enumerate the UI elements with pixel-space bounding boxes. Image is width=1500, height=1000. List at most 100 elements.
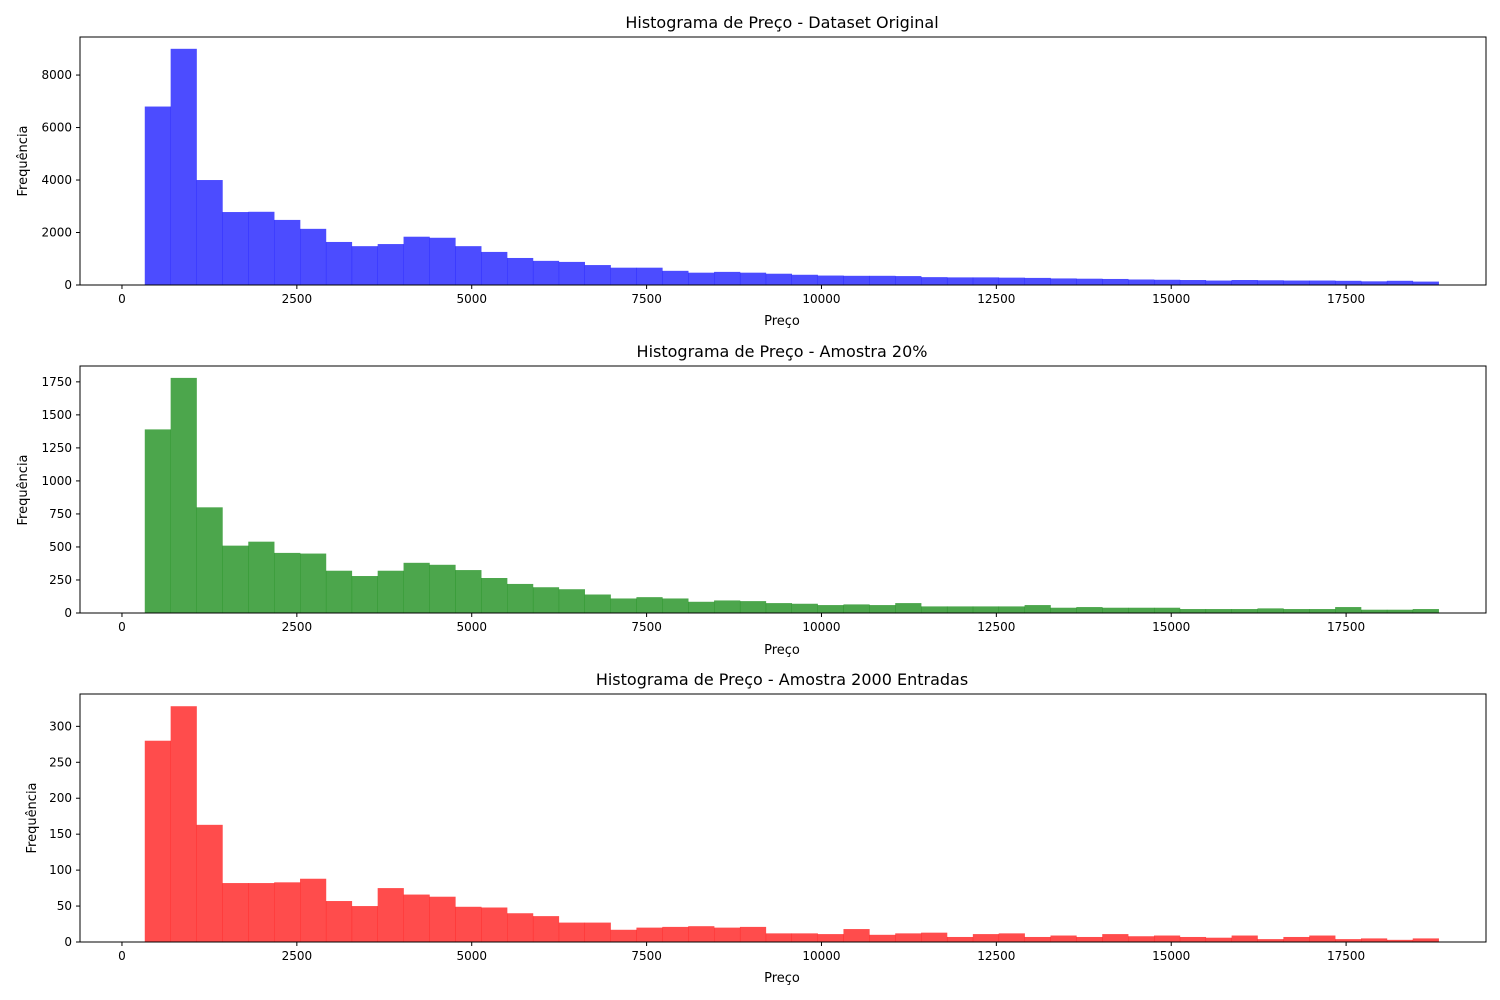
histogram-bar [636, 597, 663, 613]
x-tick-label: 5000 [456, 292, 487, 306]
histogram-bar [144, 429, 171, 613]
histogram-bar [1076, 607, 1103, 613]
histogram-bar [1076, 278, 1103, 285]
histogram-bar [1257, 608, 1284, 613]
histogram-bar [300, 553, 327, 613]
histogram-bar [429, 896, 456, 942]
histogram-bar [921, 277, 948, 285]
x-tick-label: 15000 [1152, 620, 1190, 634]
histogram-bar [1231, 609, 1258, 613]
histogram-bar [325, 241, 353, 285]
y-axis-label: Frequência [25, 782, 40, 853]
histogram-bar [1283, 609, 1310, 613]
x-tick-label: 10000 [802, 620, 840, 634]
histogram-bar [895, 933, 922, 942]
histogram-bar [403, 894, 430, 942]
y-tick-label: 150 [49, 827, 72, 841]
histogram-bar [1205, 609, 1232, 613]
histogram-bar [532, 916, 560, 942]
histogram-bar [1102, 607, 1129, 613]
histogram-bar [222, 883, 249, 942]
histogram-bar [455, 570, 482, 613]
histogram-bar [144, 106, 171, 285]
histogram-bar [532, 260, 560, 285]
x-ticks: 0 2500 5000 7500 10000 12500 15000 17500 [118, 285, 1365, 306]
histogram-bar [1024, 277, 1051, 285]
histogram-bar [274, 552, 301, 613]
histogram-bar [1361, 281, 1388, 285]
y-tick-label: 250 [49, 755, 72, 769]
chart-amostra-20: Histograma de Preço - Amostra 20% Frequê… [16, 342, 1487, 658]
histogram-bar [1335, 939, 1362, 942]
histogram-bar [972, 606, 1000, 613]
histogram-bar [1231, 935, 1258, 942]
histogram-bar [1050, 278, 1077, 285]
y-tick-label: 0 [64, 278, 72, 292]
histogram-bar [1153, 607, 1181, 613]
x-tick-label: 12500 [977, 620, 1015, 634]
x-tick-label: 15000 [1152, 949, 1190, 963]
histogram-bar [1335, 280, 1362, 285]
y-tick-label: 0 [64, 606, 72, 620]
histogram-bar [1386, 939, 1414, 942]
x-tick-label: 2500 [282, 949, 313, 963]
histogram-bar [481, 251, 508, 285]
histogram-bar [869, 934, 896, 942]
histogram-bar [1128, 936, 1155, 942]
histogram-bar [1386, 280, 1414, 285]
histogram-bar [791, 603, 818, 613]
x-axis-label: Preço [764, 314, 800, 329]
histogram-bar [714, 927, 741, 942]
histogram-bar [1050, 607, 1077, 613]
histogram-bar [248, 883, 275, 942]
histogram-bar [584, 265, 611, 285]
histogram-bar [662, 926, 689, 942]
histogram-bar [1050, 935, 1077, 942]
x-tick-label: 15000 [1152, 292, 1190, 306]
x-tick-label: 0 [118, 620, 126, 634]
histogram-bar [946, 277, 974, 285]
chart-title: Histograma de Preço - Amostra 2000 Entra… [596, 670, 968, 689]
histogram-bar [1153, 935, 1181, 942]
histogram-bar [610, 929, 637, 942]
y-tick-label: 0 [64, 935, 72, 949]
histogram-bar [998, 606, 1025, 613]
histogram-bar [843, 929, 870, 942]
histogram-bar [248, 541, 275, 613]
histogram-bar [895, 276, 922, 285]
y-axis-label: Frequência [16, 125, 31, 196]
chart-amostra-2000: Histograma de Preço - Amostra 2000 Entra… [25, 670, 1487, 986]
plot-frame [79, 36, 1487, 286]
histogram-bar [765, 273, 793, 285]
histogram-bar [1412, 281, 1439, 285]
histogram-bar [377, 570, 404, 613]
x-tick-label: 0 [118, 292, 126, 306]
x-tick-label: 0 [118, 949, 126, 963]
histogram-bar [998, 277, 1025, 285]
histogram-bar [1335, 607, 1362, 613]
x-tick-label: 5000 [456, 949, 487, 963]
histogram-bar [1412, 609, 1439, 613]
y-ticks: 0 250 500 750 1000 1250 1500 1750 [41, 375, 80, 620]
y-tick-label: 1500 [41, 408, 72, 422]
histogram-bar [170, 706, 197, 942]
y-tick-label: 8000 [41, 68, 72, 82]
histogram-bar [325, 901, 353, 942]
x-tick-label: 5000 [456, 620, 487, 634]
histogram-bar [481, 578, 508, 613]
histogram-bar [895, 603, 922, 613]
histogram-bar [1231, 280, 1258, 285]
histogram-bar [403, 562, 430, 613]
y-tick-label: 1750 [41, 375, 72, 389]
histogram-bars [144, 48, 1439, 286]
histogram-bar [1309, 935, 1336, 942]
histogram-bar [817, 605, 844, 613]
histogram-bar [196, 180, 223, 285]
histogram-bar [921, 606, 948, 613]
y-tick-label: 50 [57, 899, 72, 913]
histogram-bar [144, 740, 171, 942]
histogram-bar [714, 271, 741, 285]
y-tick-label: 750 [49, 507, 72, 521]
histogram-bar [429, 564, 456, 613]
